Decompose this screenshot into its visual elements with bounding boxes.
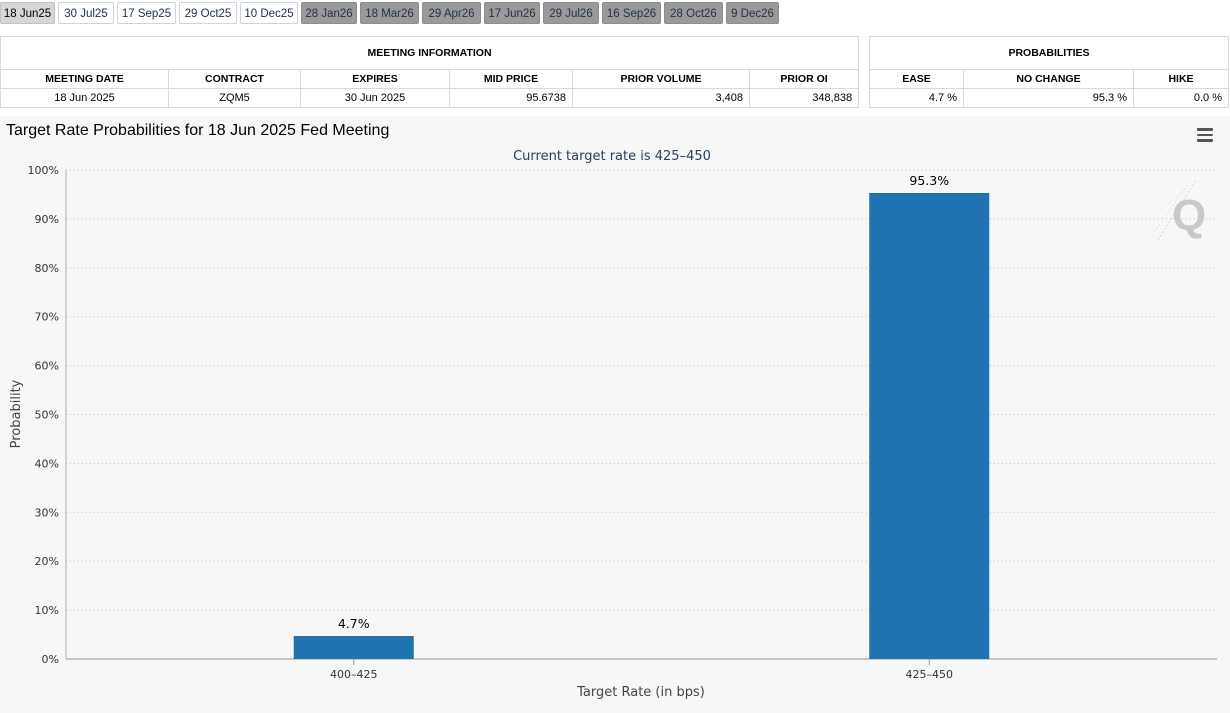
y-tick-label: 0% (42, 653, 59, 666)
mid-price-value: 95.6738 (449, 88, 573, 108)
y-tick-label: 100% (28, 164, 59, 177)
y-tick-label: 40% (35, 457, 59, 470)
y-tick-label: 70% (35, 311, 59, 324)
tab-30-jul25[interactable]: 30 Jul25 (58, 2, 114, 24)
ease-value: 4.7 % (869, 88, 964, 108)
tab-18-jun25[interactable]: 18 Jun25 (0, 2, 55, 24)
q-logo-icon: Q (1151, 179, 1206, 241)
meeting-information-header: MEETING INFORMATION (0, 36, 860, 70)
col-prior-oi: PRIOR OI (748, 69, 860, 89)
contract-value: ZQM5 (168, 88, 301, 108)
col-ease: EASE (869, 69, 964, 89)
tab-29-oct25[interactable]: 29 Oct25 (179, 2, 237, 24)
bar-2 (869, 192, 990, 659)
tab-28-jan26[interactable]: 28 Jan26 (301, 2, 357, 24)
col-prior-volume: PRIOR VOLUME (572, 69, 750, 89)
bar-data-label: 4.7% (338, 616, 370, 631)
x-tick-label: 425–450 (906, 668, 954, 681)
y-tick-label: 90% (35, 213, 59, 226)
prior-volume-value: 3,408 (572, 88, 750, 108)
col-meeting-date: MEETING DATE (0, 69, 169, 89)
expires-value: 30 Jun 2025 (300, 88, 450, 108)
x-tick-label: 400–425 (330, 668, 378, 681)
meeting-date-value: 18 Jun 2025 (0, 88, 169, 108)
chart-title: Target Rate Probabilities for 18 Jun 202… (6, 122, 390, 139)
tab-16-sep26[interactable]: 16 Sep26 (602, 2, 661, 24)
tab-10-dec25[interactable]: 10 Dec25 (240, 2, 298, 24)
y-tick-label: 50% (35, 409, 59, 422)
y-tick-label: 80% (35, 262, 59, 275)
y-tick-label: 10% (35, 604, 59, 617)
tab-29-apr26[interactable]: 29 Apr26 (422, 2, 481, 24)
col-mid-price: MID PRICE (449, 69, 573, 89)
col-no-change: NO CHANGE (963, 69, 1134, 89)
chart-panel: 0% 10% 20% 30% 40% 50% 60% 70% 80% 90% 100% 4.7% 400… (0, 116, 1230, 713)
tab-29-jul26[interactable]: 29 Jul26 (543, 2, 599, 24)
y-tick-label: 20% (35, 555, 59, 568)
col-hike: HIKE (1132, 69, 1230, 89)
hamburger-menu-icon[interactable] (1197, 128, 1213, 142)
x-axis-title: Target Rate (in bps) (576, 685, 705, 700)
chart-subtitle: Current target rate is 425–450 (513, 149, 711, 164)
probability-chart: 0% 10% 20% 30% 40% 50% 60% 70% 80% 90% 100% 4.7% 400… (9, 149, 1217, 700)
bar-data-label: 95.3% (909, 173, 949, 188)
probabilities-header: PROBABILITIES (868, 36, 1230, 70)
bar-1 (293, 636, 414, 659)
y-tick-label: 60% (35, 360, 59, 373)
meeting-information-table: MEETING INFORMATION MEETING DATE CONTRAC… (0, 36, 860, 108)
no-change-value: 95.3 % (963, 88, 1134, 108)
prior-oi-value: 348,838 (748, 88, 860, 108)
tab-18-mar26[interactable]: 18 Mar26 (360, 2, 419, 24)
tab-17-sep25[interactable]: 17 Sep25 (117, 2, 176, 24)
probabilities-table: PROBABILITIES EASE NO CHANGE HIKE 4.7 % … (868, 36, 1230, 108)
svg-text:Q: Q (1172, 191, 1206, 240)
tab-28-oct26[interactable]: 28 Oct26 (664, 2, 723, 24)
y-axis-title: Probability (9, 379, 24, 448)
hike-value: 0.0 % (1132, 88, 1230, 108)
y-tick-label: 30% (35, 506, 59, 519)
tab-17-jun26[interactable]: 17 Jun26 (484, 2, 540, 24)
tab-9-dec26[interactable]: 9 Dec26 (726, 2, 779, 24)
col-expires: EXPIRES (300, 69, 450, 89)
col-contract: CONTRACT (168, 69, 301, 89)
